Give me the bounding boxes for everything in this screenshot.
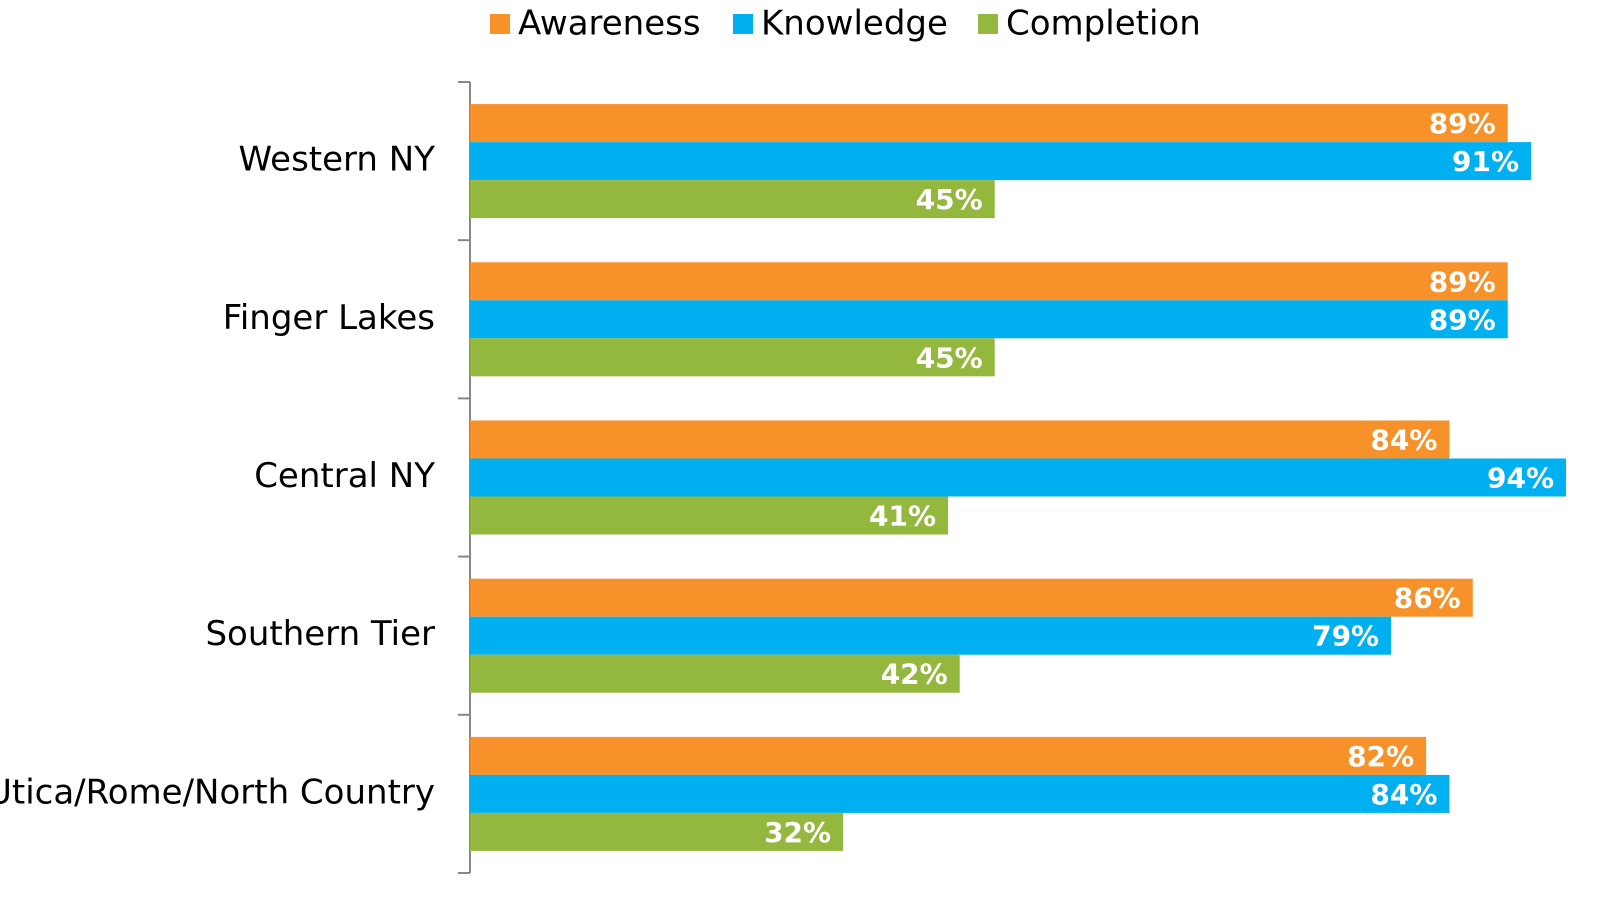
data-label: 42% xyxy=(881,658,948,691)
category-label: Utica/Rome/North Country xyxy=(0,772,435,812)
data-label: 89% xyxy=(1429,265,1496,298)
bar xyxy=(470,654,960,693)
bar xyxy=(470,496,949,535)
bar xyxy=(470,420,1450,459)
data-label: 91% xyxy=(1452,145,1519,178)
bar xyxy=(470,180,995,219)
legend-swatch xyxy=(490,14,510,34)
bar xyxy=(470,262,1508,301)
bar xyxy=(470,616,1392,655)
bar xyxy=(470,578,1473,617)
category-label: Central NY xyxy=(254,456,435,496)
bar xyxy=(470,812,844,851)
data-label: 32% xyxy=(764,816,831,849)
data-label: 94% xyxy=(1487,462,1554,495)
data-label: 84% xyxy=(1370,778,1437,811)
category-label: Southern Tier xyxy=(205,614,435,654)
data-label: 45% xyxy=(916,341,983,374)
legend-label: Knowledge xyxy=(761,4,948,44)
data-label: 86% xyxy=(1394,582,1461,615)
data-label: 84% xyxy=(1370,424,1437,457)
bar xyxy=(470,300,1508,339)
category-label: Western NY xyxy=(239,140,436,180)
bar xyxy=(470,458,1567,497)
data-label: 82% xyxy=(1347,740,1414,773)
legend-swatch xyxy=(978,14,998,34)
data-label: 79% xyxy=(1312,620,1379,653)
bar xyxy=(470,736,1427,775)
data-label: 45% xyxy=(916,183,983,216)
data-label: 41% xyxy=(869,500,936,533)
legend-swatch xyxy=(733,14,753,34)
category-label: Finger Lakes xyxy=(223,298,435,338)
legend-label: Awareness xyxy=(518,4,701,44)
legend-label: Completion xyxy=(1006,4,1201,44)
bar xyxy=(470,142,1532,181)
bar xyxy=(470,338,995,377)
bar xyxy=(470,104,1508,143)
bar xyxy=(470,774,1450,813)
data-label: 89% xyxy=(1429,107,1496,140)
data-label: 89% xyxy=(1429,303,1496,336)
